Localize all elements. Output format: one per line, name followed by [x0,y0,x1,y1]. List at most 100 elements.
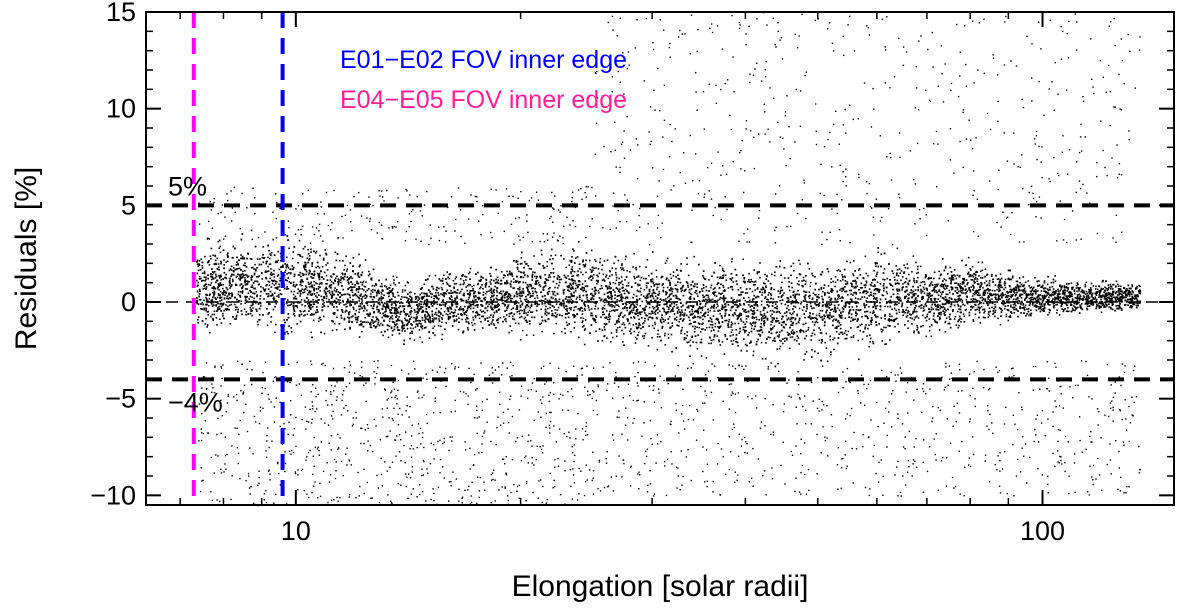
scatter-point [219,300,221,302]
scatter-point [658,283,661,285]
scatter-point [375,320,377,323]
scatter-point [227,252,229,254]
scatter-point [952,276,954,279]
scatter-point [839,331,842,334]
scatter-point [887,319,890,321]
scatter-point [224,294,226,296]
scatter-point [384,313,387,316]
scatter-point [798,273,801,275]
scatter-point [791,324,794,326]
scatter-point [683,336,686,339]
scatter-point [643,335,646,337]
scatter-point [230,285,232,288]
scatter-point [724,274,727,276]
scatter-point [380,301,383,303]
scatter-point [545,279,548,282]
scatter-point [1071,295,1073,298]
scatter-point [601,329,604,331]
scatter-point [617,259,620,262]
scatter-point [1066,290,1068,292]
scatter-point [411,332,413,334]
scatter-point [1087,298,1089,301]
scatter-point [975,290,978,292]
scatter-point [250,258,253,260]
scatter-point [227,308,229,311]
scatter-point [529,323,531,325]
scatter-point [489,281,491,283]
scatter-point [830,290,833,293]
scatter-point [582,294,585,297]
scatter-point [1042,284,1044,287]
scatter-point [197,303,200,305]
scatter-point [563,302,565,305]
scatter-point [733,312,736,314]
scatter-point [235,264,238,266]
scatter-point [390,304,393,306]
scatter-point [1003,288,1005,291]
scatter-point [494,304,496,307]
scatter-point [1009,314,1012,317]
scatter-point [283,319,285,321]
scatter-point [329,293,332,296]
scatter-point [696,326,698,328]
scatter-point [811,321,814,323]
scatter-point [445,290,448,293]
scatter-point [841,331,843,334]
scatter-point [898,289,901,292]
scatter-point [567,275,569,277]
scatter-point [1079,295,1082,297]
scatter-point [306,289,309,292]
scatter-point [750,278,752,281]
scatter-point [763,320,765,323]
scatter-point [433,297,435,300]
scatter-point [963,315,966,318]
scatter-point [1039,310,1042,313]
scatter-point [385,310,387,313]
scatter-point [240,300,242,302]
scatter-point [790,302,793,305]
scatter-point [1131,302,1133,304]
scatter-point [1088,288,1090,291]
scatter-point [737,314,740,317]
scatter-point [751,324,753,327]
scatter-point [818,339,821,342]
scatter-point [595,267,597,269]
scatter-point [216,287,219,290]
scatter-point [1119,307,1122,309]
scatter-point [610,298,613,301]
scatter-point [248,298,250,300]
scatter-point [907,283,910,286]
scatter-point [738,332,741,334]
scatter-point [1122,292,1125,294]
scatter-point [484,317,486,320]
scatter-point [236,275,238,278]
scatter-point [622,341,624,343]
scatter-point [424,300,426,302]
scatter-point [723,295,725,297]
scatter-point [525,298,528,300]
scatter-point [468,296,470,299]
scatter-point [863,277,865,280]
scatter-point [552,297,554,300]
scatter-point [827,285,830,287]
scatter-point [715,295,718,297]
scatter-point [834,299,837,301]
scatter-point [384,285,386,287]
scatter-point [344,272,346,275]
scatter-point [690,304,692,307]
scatter-point [416,316,418,318]
scatter-point [945,293,948,296]
scatter-point [580,271,582,273]
scatter-point [710,299,712,301]
scatter-point [563,305,565,307]
scatter-point [700,341,703,344]
scatter-point [819,332,822,334]
scatter-point [787,317,790,319]
scatter-point [553,276,555,278]
scatter-point [639,279,642,282]
scatter-point [757,296,760,298]
scatter-point [740,320,743,322]
scatter-point [536,297,539,299]
scatter-point [334,299,336,302]
scatter-point [593,274,595,276]
